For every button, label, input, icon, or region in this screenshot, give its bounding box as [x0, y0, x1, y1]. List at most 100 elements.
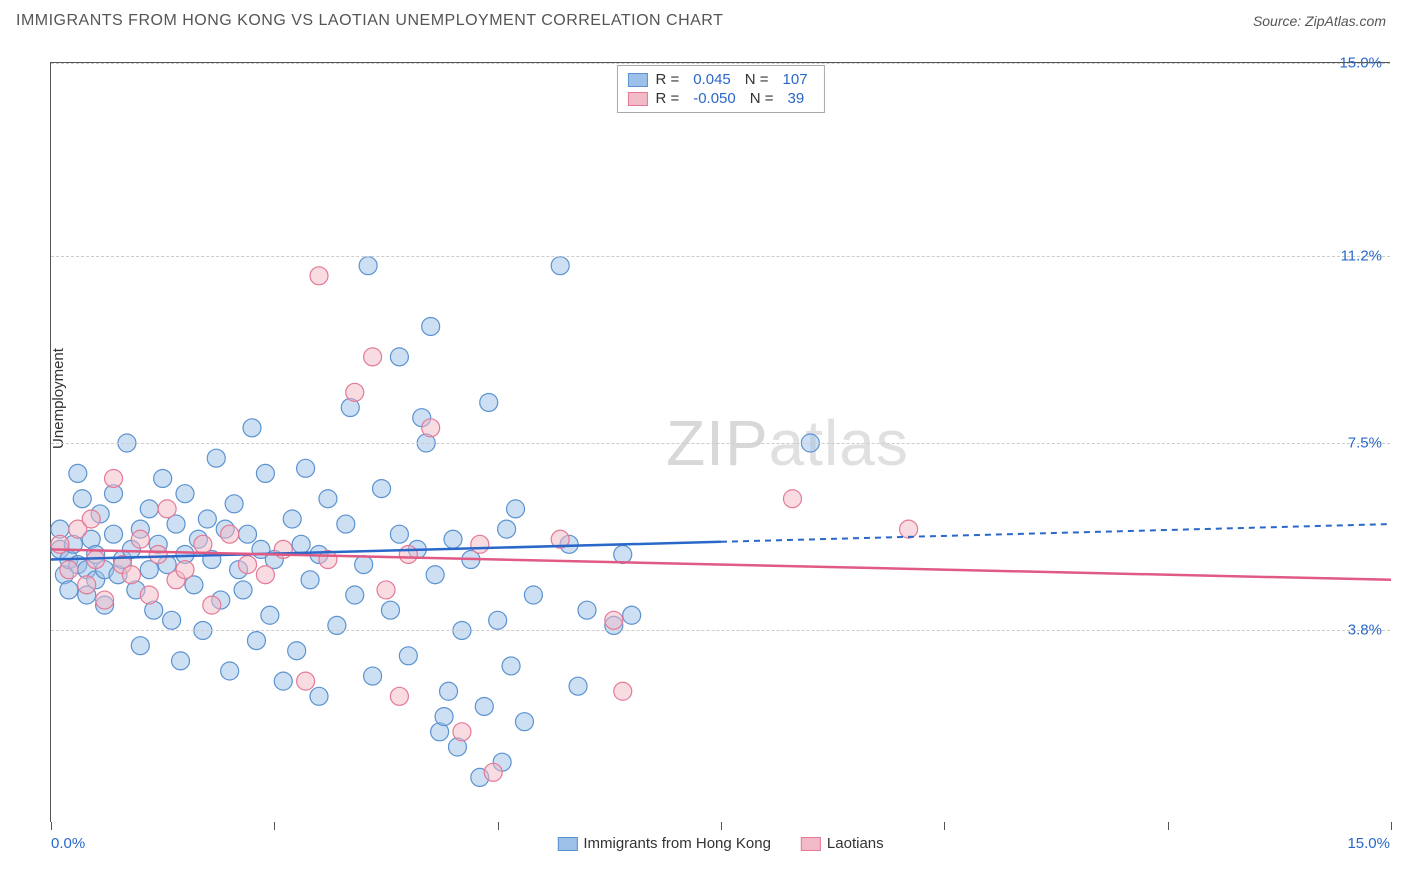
scatter-point: [274, 672, 292, 690]
scatter-point: [78, 576, 96, 594]
xtick: [944, 822, 945, 830]
source-attribution: Source: ZipAtlas.com: [1253, 13, 1386, 29]
scatter-point: [82, 510, 100, 528]
legend-series-item: Laotians: [801, 835, 884, 852]
scatter-point: [399, 647, 417, 665]
chart-area: ZIPatlas R =0.045N =107R =-0.050N =39 Im…: [50, 62, 1390, 822]
trend-line-dashed: [721, 524, 1391, 542]
scatter-point: [149, 545, 167, 563]
scatter-point: [131, 530, 149, 548]
scatter-point: [283, 510, 301, 528]
xaxis-max-label: 15.0%: [1347, 835, 1390, 852]
scatter-point: [435, 708, 453, 726]
legend-n-label: N =: [745, 71, 769, 88]
scatter-point: [502, 657, 520, 675]
scatter-point: [364, 348, 382, 366]
legend-r-value: 0.045: [687, 71, 737, 88]
scatter-point: [444, 530, 462, 548]
scatter-point: [69, 464, 87, 482]
scatter-point: [480, 393, 498, 411]
scatter-point: [390, 348, 408, 366]
scatter-point: [524, 586, 542, 604]
scatter-point: [234, 581, 252, 599]
scatter-point: [247, 632, 265, 650]
gridline: [51, 256, 1390, 257]
scatter-point: [288, 642, 306, 660]
chart-title: IMMIGRANTS FROM HONG KONG VS LAOTIAN UNE…: [16, 12, 723, 30]
scatter-point: [297, 459, 315, 477]
legend-n-value: 107: [777, 71, 814, 88]
scatter-point: [484, 763, 502, 781]
legend-series: Immigrants from Hong Kong Laotians: [557, 835, 883, 852]
scatter-point: [355, 556, 373, 574]
scatter-point: [373, 480, 391, 498]
scatter-point: [422, 419, 440, 437]
legend-swatch: [557, 837, 577, 851]
scatter-point: [381, 601, 399, 619]
xtick: [1168, 822, 1169, 830]
scatter-point: [614, 682, 632, 700]
legend-swatch: [627, 92, 647, 106]
xtick: [51, 822, 52, 830]
ytick-label: 7.5%: [1348, 435, 1382, 452]
scatter-point: [507, 500, 525, 518]
legend-row: R = 0.045 N = 107: [627, 70, 813, 89]
scatter-point: [122, 566, 140, 584]
gridline: [51, 630, 1390, 631]
scatter-point: [176, 485, 194, 503]
scatter-point: [310, 267, 328, 285]
scatter-point: [337, 515, 355, 533]
legend-series-item: Immigrants from Hong Kong: [557, 835, 771, 852]
scatter-point: [783, 490, 801, 508]
legend-r-label: R =: [655, 90, 679, 107]
legend-n-label: N =: [750, 90, 774, 107]
scatter-point: [578, 601, 596, 619]
legend-r-value: -0.050: [687, 90, 742, 107]
gridline: [51, 63, 1390, 64]
scatter-point: [319, 490, 337, 508]
scatter-point: [426, 566, 444, 584]
scatter-point: [60, 581, 78, 599]
scatter-point: [158, 500, 176, 518]
scatter-point: [605, 611, 623, 629]
ytick-label: 15.0%: [1339, 55, 1382, 72]
scatter-point: [292, 535, 310, 553]
scatter-point: [623, 606, 641, 624]
scatter-point: [198, 510, 216, 528]
ytick-label: 11.2%: [1341, 247, 1382, 264]
legend-row: R = -0.050 N = 39: [627, 89, 813, 108]
scatter-point: [73, 490, 91, 508]
scatter-point: [390, 525, 408, 543]
scatter-point: [172, 652, 190, 670]
scatter-point: [256, 566, 274, 584]
xtick: [721, 822, 722, 830]
scatter-point: [256, 464, 274, 482]
scatter-point: [207, 449, 225, 467]
scatter-point: [346, 586, 364, 604]
legend-r-label: R =: [655, 71, 679, 88]
scatter-point: [422, 317, 440, 335]
scatter-point: [310, 687, 328, 705]
legend-n-value: 39: [782, 90, 811, 107]
scatter-point: [614, 545, 632, 563]
scatter-point: [498, 520, 516, 538]
scatter-point: [105, 469, 123, 487]
legend-series-label: Immigrants from Hong Kong: [583, 835, 771, 852]
scatter-point: [225, 495, 243, 513]
scatter-point: [364, 667, 382, 685]
scatter-point: [399, 545, 417, 563]
scatter-point: [440, 682, 458, 700]
scatter-point: [243, 419, 261, 437]
legend-swatch: [801, 837, 821, 851]
scatter-point: [471, 535, 489, 553]
scatter-point: [551, 257, 569, 275]
ytick-label: 3.8%: [1348, 622, 1382, 639]
scatter-point: [239, 525, 257, 543]
legend-correlation: R =0.045N =107R =-0.050N =39: [616, 65, 824, 113]
scatter-point: [176, 561, 194, 579]
scatter-point: [194, 535, 212, 553]
scatter-point: [328, 616, 346, 634]
scatter-point: [261, 606, 279, 624]
legend-series-label: Laotians: [827, 835, 884, 852]
scatter-point: [221, 662, 239, 680]
